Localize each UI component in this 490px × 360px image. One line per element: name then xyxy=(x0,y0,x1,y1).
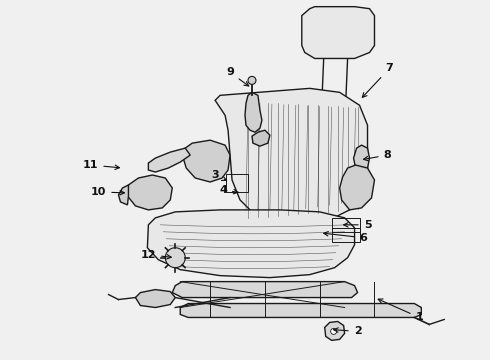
Text: 9: 9 xyxy=(226,67,249,86)
Text: 10: 10 xyxy=(91,187,124,197)
Text: 11: 11 xyxy=(83,160,120,170)
Text: 1: 1 xyxy=(378,299,423,323)
Polygon shape xyxy=(172,282,358,298)
Polygon shape xyxy=(245,92,262,132)
Polygon shape xyxy=(215,88,368,225)
Circle shape xyxy=(331,328,337,334)
Circle shape xyxy=(165,248,185,268)
Bar xyxy=(226,174,248,192)
Text: 6: 6 xyxy=(324,231,368,243)
Text: 8: 8 xyxy=(364,150,392,161)
Polygon shape xyxy=(340,165,374,210)
Polygon shape xyxy=(147,210,355,278)
Polygon shape xyxy=(325,321,344,340)
Polygon shape xyxy=(135,289,175,307)
Circle shape xyxy=(248,76,256,84)
Polygon shape xyxy=(183,140,230,182)
Bar xyxy=(332,218,360,232)
Polygon shape xyxy=(148,148,190,172)
Text: 5: 5 xyxy=(343,220,371,230)
Text: 4: 4 xyxy=(219,185,238,195)
Polygon shape xyxy=(180,303,421,318)
Text: 2: 2 xyxy=(334,327,362,336)
Polygon shape xyxy=(302,7,374,58)
Bar xyxy=(332,228,360,242)
Text: 12: 12 xyxy=(141,250,172,260)
Text: 7: 7 xyxy=(362,63,393,97)
Text: 3: 3 xyxy=(211,170,226,180)
Polygon shape xyxy=(127,175,172,210)
Polygon shape xyxy=(119,185,128,205)
Polygon shape xyxy=(354,145,369,172)
Polygon shape xyxy=(252,130,270,146)
